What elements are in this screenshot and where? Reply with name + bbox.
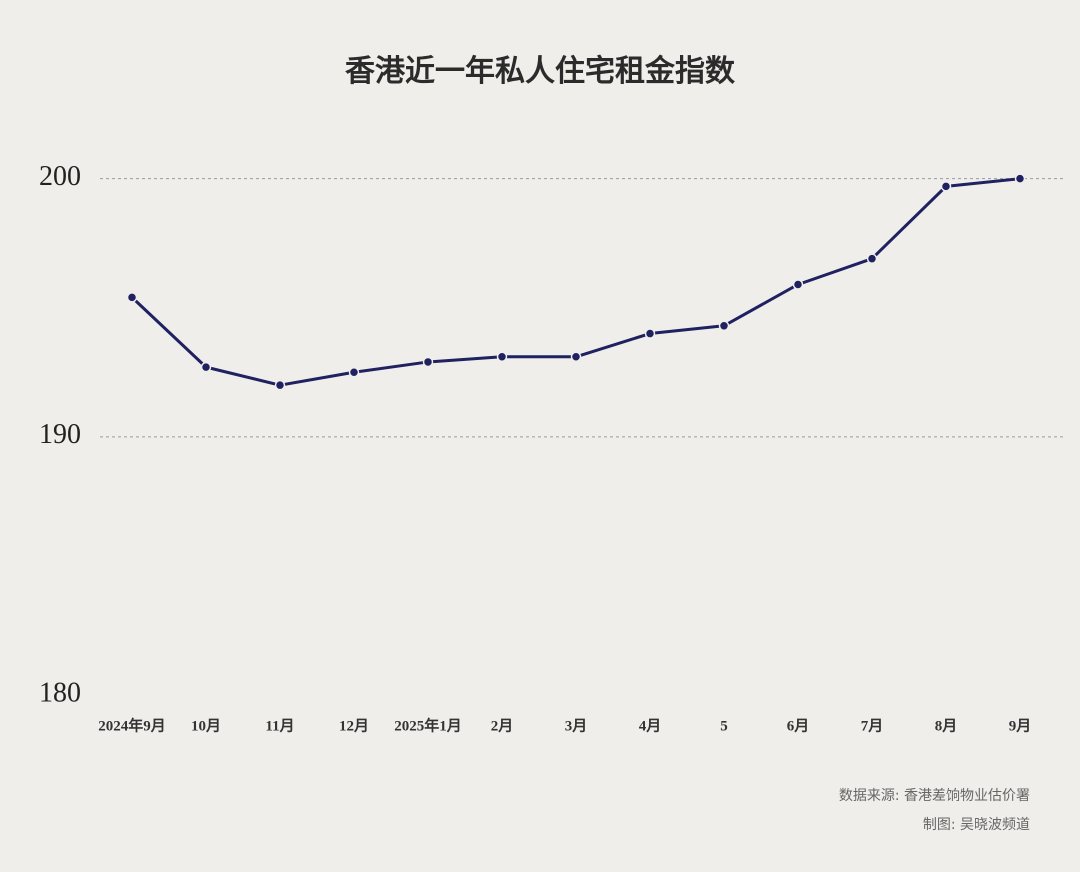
data-point [940, 181, 952, 192]
x-tick-label: 7月 [861, 717, 884, 734]
data-point [422, 356, 434, 368]
data-point [718, 320, 730, 332]
data-point [200, 361, 212, 373]
x-tick-label: 2024年9月 [98, 716, 166, 734]
x-tick-label: 3月 [565, 717, 588, 734]
x-tick-label: 11月 [265, 717, 294, 734]
credit-note: 制图: 吴晓波频道 [923, 817, 1030, 833]
x-tick-label: 6月 [787, 717, 810, 734]
data-point [866, 253, 878, 264]
data-point [348, 367, 360, 378]
x-tick-label: 2月 [491, 717, 514, 734]
data-point [792, 279, 804, 290]
source-note: 数据来源: 香港差饷物业估价署 [839, 787, 1030, 804]
data-point [126, 292, 138, 303]
data-point [274, 379, 286, 391]
x-tick-label: 5 [720, 718, 728, 734]
x-tick-label: 12月 [339, 717, 369, 734]
y-tick-label: 180 [39, 677, 81, 708]
y-tick-label: 190 [39, 419, 81, 450]
data-point [644, 328, 656, 339]
x-tick-label: 9月 [1009, 717, 1032, 734]
x-tick-label: 2025年1月 [394, 716, 462, 734]
x-tick-label: 4月 [639, 717, 662, 734]
data-point [570, 351, 582, 363]
data-point [496, 351, 508, 363]
x-tick-label: 10月 [191, 717, 221, 734]
x-tick-label: 8月 [935, 717, 958, 734]
data-point [1014, 173, 1026, 184]
chart-title: 香港近一年私人住宅租金指数 [345, 54, 736, 89]
y-tick-label: 200 [39, 161, 81, 192]
